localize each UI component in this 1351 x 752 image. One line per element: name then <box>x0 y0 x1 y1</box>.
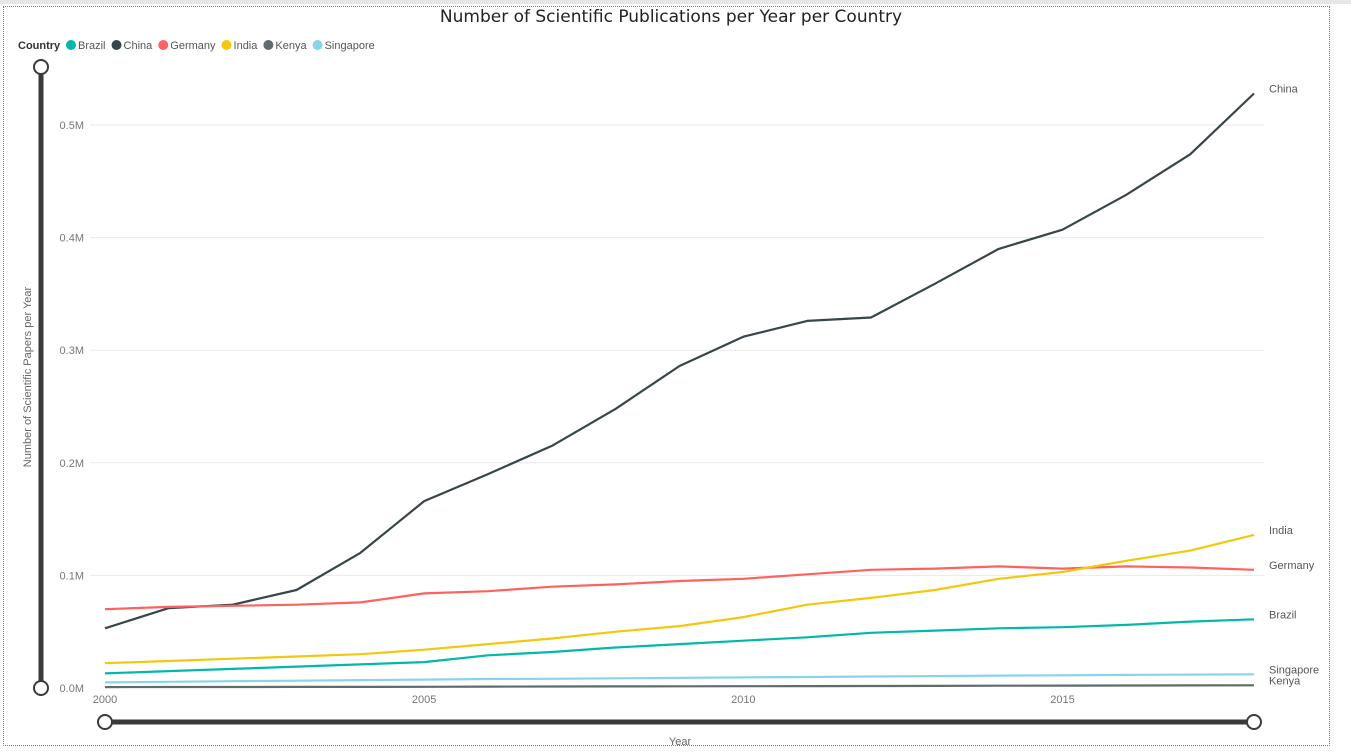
x-tick-label: 2005 <box>412 694 436 706</box>
chart-title: Number of Scientific Publications per Ye… <box>440 7 902 27</box>
x-slider-right-handle[interactable] <box>1246 714 1262 730</box>
x-tick-label: 2015 <box>1050 694 1074 706</box>
legend-title: Country <box>18 40 61 52</box>
y-zoom-slider[interactable] <box>33 59 49 696</box>
visual-container[interactable] <box>3 6 1330 746</box>
x-axis-label: Year <box>669 736 692 748</box>
legend-marker[interactable] <box>221 40 232 50</box>
x-tick-label: 2000 <box>93 694 117 706</box>
legend-marker[interactable] <box>158 40 169 50</box>
legend[interactable]: Country Brazil China Germany India Kenya Sing… <box>18 40 375 52</box>
series-line-singapore[interactable] <box>104 673 1255 684</box>
y-tick-label: 0.1M <box>60 570 84 582</box>
end-label-germany: Germany <box>1269 560 1315 572</box>
legend-item-label[interactable]: Singapore <box>325 40 375 52</box>
legend-item-label[interactable]: Germany <box>170 40 216 52</box>
legend-item-label[interactable]: Kenya <box>275 40 307 52</box>
y-axis-ticks: 0.0M 0.1M 0.2M 0.3M 0.4M 0.5M <box>60 120 84 695</box>
y-tick-label: 0.2M <box>60 458 84 470</box>
end-label-india: India <box>1269 525 1294 537</box>
top-edge <box>0 0 1351 4</box>
end-label-kenya: Kenya <box>1269 675 1301 687</box>
series-line-india[interactable] <box>104 533 1255 665</box>
legend-marker[interactable] <box>312 40 323 50</box>
y-axis-label: Number of Scientific Papers per Year <box>22 286 34 467</box>
legend-marker[interactable] <box>111 40 122 50</box>
end-label-brazil: Brazil <box>1269 609 1297 621</box>
series-line-china[interactable] <box>104 92 1255 630</box>
legend-item-label[interactable]: China <box>124 40 154 52</box>
x-tick-label: 2010 <box>731 694 755 706</box>
series-line-kenya[interactable] <box>104 684 1255 689</box>
end-label-singapore: Singapore <box>1269 664 1319 676</box>
y-tick-label: 0.5M <box>60 120 84 132</box>
x-slider-left-handle[interactable] <box>97 714 113 730</box>
legend-item-label[interactable]: India <box>234 40 259 52</box>
end-label-china: China <box>1269 83 1299 95</box>
gridlines <box>90 124 1264 576</box>
y-slider-bottom-handle[interactable] <box>33 680 49 696</box>
x-zoom-slider[interactable] <box>97 714 1262 730</box>
y-tick-label: 0.0M <box>60 683 84 695</box>
y-slider-top-handle[interactable] <box>33 59 49 75</box>
series-line-brazil[interactable] <box>104 618 1255 675</box>
legend-marker[interactable] <box>263 40 274 50</box>
y-tick-label: 0.4M <box>60 233 84 245</box>
y-tick-label: 0.3M <box>60 345 84 357</box>
series-line-germany[interactable] <box>104 565 1255 611</box>
x-axis-ticks: 2000 2005 2010 2015 <box>93 694 1075 706</box>
legend-item-label[interactable]: Brazil <box>78 40 106 52</box>
series-lines[interactable] <box>104 92 1255 689</box>
legend-marker[interactable] <box>66 40 76 50</box>
